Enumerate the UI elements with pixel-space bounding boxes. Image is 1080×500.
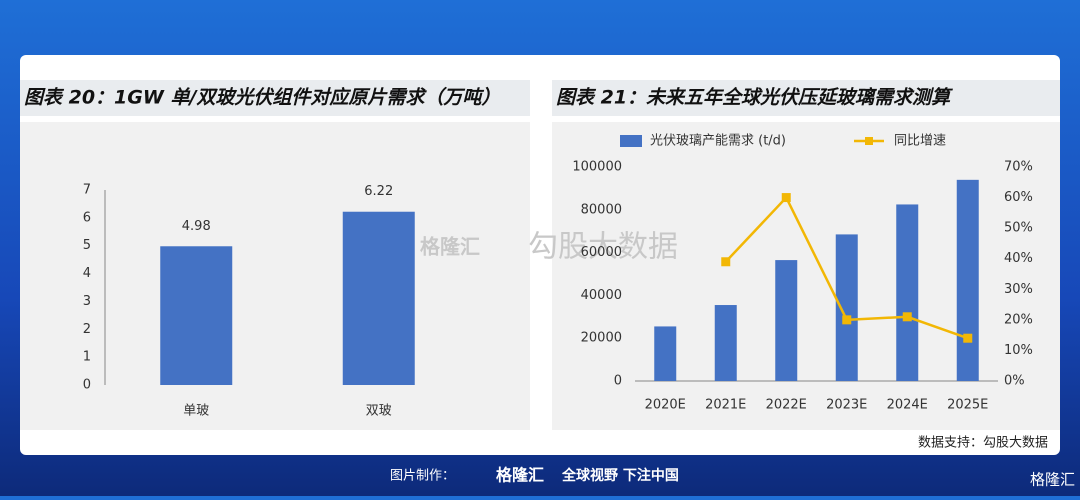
y-tick-label: 1 — [83, 350, 91, 365]
x-tick-label: 2020E — [645, 398, 686, 413]
y-tick-label: 20% — [1004, 312, 1033, 327]
x-tick-label: 2023E — [826, 398, 867, 413]
corner-brand: 格隆汇 — [1030, 471, 1075, 489]
x-tick-label: 2021E — [705, 398, 746, 413]
chart-bg — [20, 122, 530, 430]
bar — [896, 204, 919, 381]
y-tick-label: 7 — [83, 183, 91, 198]
y-tick-label: 60000 — [581, 245, 622, 260]
x-tick-label: 2024E — [887, 398, 928, 413]
bar — [160, 246, 233, 385]
y-tick-label: 0% — [1004, 374, 1025, 389]
bar — [835, 234, 858, 381]
bar — [654, 326, 677, 381]
footer-slogan: 全球视野 下注中国 — [561, 467, 679, 484]
point — [781, 193, 791, 203]
x-tick-label: 2022E — [766, 398, 807, 413]
y-tick-label: 70% — [1004, 160, 1033, 175]
y-tick-label: 40% — [1004, 251, 1033, 266]
x-tick-label: 2025E — [947, 398, 988, 413]
bar — [956, 179, 979, 381]
legend-label: 同比增速 — [894, 134, 946, 149]
point — [963, 333, 973, 343]
watermark: 格隆汇 — [420, 235, 480, 259]
data-label: 6.22 — [364, 184, 393, 199]
point — [902, 312, 912, 322]
bar — [775, 260, 798, 381]
y-tick-label: 6 — [83, 210, 91, 225]
legend-swatch — [865, 137, 873, 145]
y-tick-label: 5 — [83, 238, 91, 253]
y-tick-label: 50% — [1004, 221, 1033, 236]
y-tick-label: 2 — [83, 322, 91, 337]
bar — [342, 211, 415, 385]
watermark: 勾股大数据 — [528, 230, 678, 265]
y-tick-label: 20000 — [581, 331, 622, 346]
legend-swatch — [620, 135, 642, 147]
y-tick-label: 4 — [83, 266, 91, 281]
x-tick-label: 双玻 — [366, 404, 392, 419]
source: 数据支持：勾股大数据 — [918, 436, 1048, 451]
footer-text: 图片制作： — [390, 469, 455, 484]
title-bar — [552, 80, 1060, 116]
point — [842, 315, 852, 325]
title-bar — [20, 80, 530, 116]
point — [721, 257, 731, 267]
y-tick-label: 30% — [1004, 282, 1033, 297]
bar — [714, 305, 737, 381]
chart-title: 图表 21：未来五年全球光伏压延玻璃需求测算 — [556, 87, 953, 109]
y-tick-label: 0 — [83, 378, 91, 393]
chart-bg — [552, 122, 1060, 430]
y-tick-label: 3 — [83, 294, 91, 309]
y-tick-label: 10% — [1004, 343, 1033, 358]
data-label: 4.98 — [182, 219, 211, 234]
y-tick-label: 60% — [1004, 190, 1033, 205]
legend-label: 光伏玻璃产能需求 (t/d) — [650, 134, 786, 149]
x-tick-label: 单玻 — [183, 404, 209, 419]
y-tick-label: 80000 — [581, 202, 622, 217]
y-tick-label: 0 — [614, 374, 622, 389]
y-tick-label: 40000 — [581, 288, 622, 303]
chart-title: 图表 20：1GW 单/双玻光伏组件对应原片需求（万吨） — [24, 87, 500, 109]
y-tick-label: 100000 — [572, 160, 622, 175]
footer-brand: 格隆汇 — [496, 466, 544, 485]
